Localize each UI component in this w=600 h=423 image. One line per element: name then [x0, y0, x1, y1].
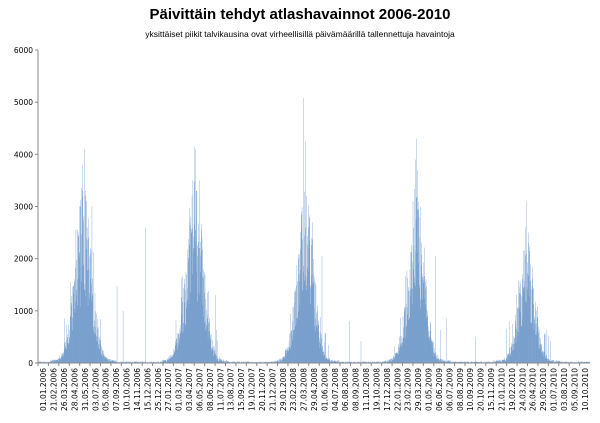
x-tick-label: 23.02.2009 [404, 368, 413, 411]
x-tick-label: 19.02.2010 [508, 368, 517, 411]
x-tick-label: 31.05.2006 [81, 368, 90, 411]
y-tick-label: 3000 [14, 203, 33, 212]
y-tick-label: 4000 [14, 150, 33, 159]
x-tick-label: 26.03.2006 [60, 368, 69, 411]
x-tick-label: 03.07.2006 [91, 368, 100, 411]
x-tick-label: 03.04.2007 [185, 368, 194, 411]
x-tick-label: 21.12.2007 [268, 368, 277, 411]
x-tick-label: 29.04.2008 [310, 368, 319, 411]
x-tick-label: 06.08.2008 [341, 368, 350, 411]
x-tick-label: 19.10.2008 [372, 368, 381, 411]
x-tick-label: 10.10.2006 [123, 368, 132, 411]
x-tick-label: 27.01.2007 [164, 368, 173, 411]
y-tick-label: 1000 [14, 307, 33, 316]
x-tick-label: 03.08.2010 [560, 368, 569, 411]
x-tick-label: 01.05.2009 [425, 368, 434, 411]
x-tick-label: 29.01.2008 [279, 368, 288, 411]
x-tick-label: 10.09.2009 [466, 368, 475, 411]
x-tick-label: 22.01.2009 [393, 368, 402, 411]
bar-series [38, 97, 590, 364]
x-tick-label: 15.09.2007 [237, 368, 246, 411]
x-tick-label: 01.06.2008 [320, 368, 329, 411]
x-tick-label: 14.11.2006 [133, 368, 142, 411]
x-tick-label: 23.02.2008 [289, 368, 298, 411]
x-tick-label: 21.01.2010 [497, 368, 506, 411]
chart-subtitle: yksittäiset piikit talvikausina ovat vir… [145, 29, 455, 39]
y-tick-label: 2000 [14, 255, 33, 264]
x-tick-label: 29.03.2009 [414, 368, 423, 411]
x-tick-label: 24.03.2010 [518, 368, 527, 411]
x-tick-label: 29.05.2010 [539, 368, 548, 411]
x-tick-label: 06.05.2007 [195, 368, 204, 411]
x-tick-label: 25.12.2006 [154, 368, 163, 411]
x-tick-label: 01.01.2006 [39, 368, 48, 411]
x-tick-label: 06.07.2009 [445, 368, 454, 411]
x-tick-label: 17.12.2008 [383, 368, 392, 411]
x-tick-label: 19.10.2007 [248, 368, 257, 411]
x-tick-label: 08.08.2009 [456, 368, 465, 411]
x-tick-label: 11.10.2008 [362, 368, 371, 411]
x-tick-label: 05.09.2010 [570, 368, 579, 411]
y-tick-label: 0 [28, 359, 33, 368]
x-axis: 01.01.2006 21.02.2006 26.03.2006 28.04.2006… [37, 362, 590, 411]
chart-title: Päivittäin tehdyt atlashavainnot 2006-20… [149, 6, 451, 23]
x-tick-label: 10.10.2010 [581, 368, 590, 411]
x-tick-label: 28.04.2006 [70, 368, 79, 411]
y-tick-label: 5000 [14, 98, 33, 107]
x-tick-label: 06.06.2009 [435, 368, 444, 411]
x-tick-label: 26.04.2010 [529, 368, 538, 411]
x-tick-label: 13.08.2007 [227, 368, 236, 411]
x-tick-label: 04.07.2008 [331, 368, 340, 411]
x-tick-label: 05.08.2006 [102, 368, 111, 411]
x-tick-label: 20.11.2007 [258, 368, 267, 411]
x-tick-label: 11.07.2007 [216, 368, 225, 411]
y-axis: 0 1000 2000 3000 4000 5000 6000 [14, 46, 39, 368]
x-tick-label: 07.09.2006 [112, 368, 121, 411]
y-tick-label: 6000 [14, 46, 33, 55]
x-tick-label: 15.11.2009 [487, 368, 496, 411]
x-tick-label: 01.03.2007 [175, 368, 184, 411]
x-tick-label: 08.06.2007 [206, 368, 215, 411]
x-tick-label: 27.03.2008 [300, 368, 309, 411]
x-tick-label: 20.10.2009 [477, 368, 486, 411]
x-tick-label: 21.02.2006 [50, 368, 59, 411]
x-tick-label: 08.09.2008 [352, 368, 361, 411]
x-tick-label: 15.12.2006 [143, 368, 152, 411]
x-tick-label: 01.07.2010 [550, 368, 559, 411]
